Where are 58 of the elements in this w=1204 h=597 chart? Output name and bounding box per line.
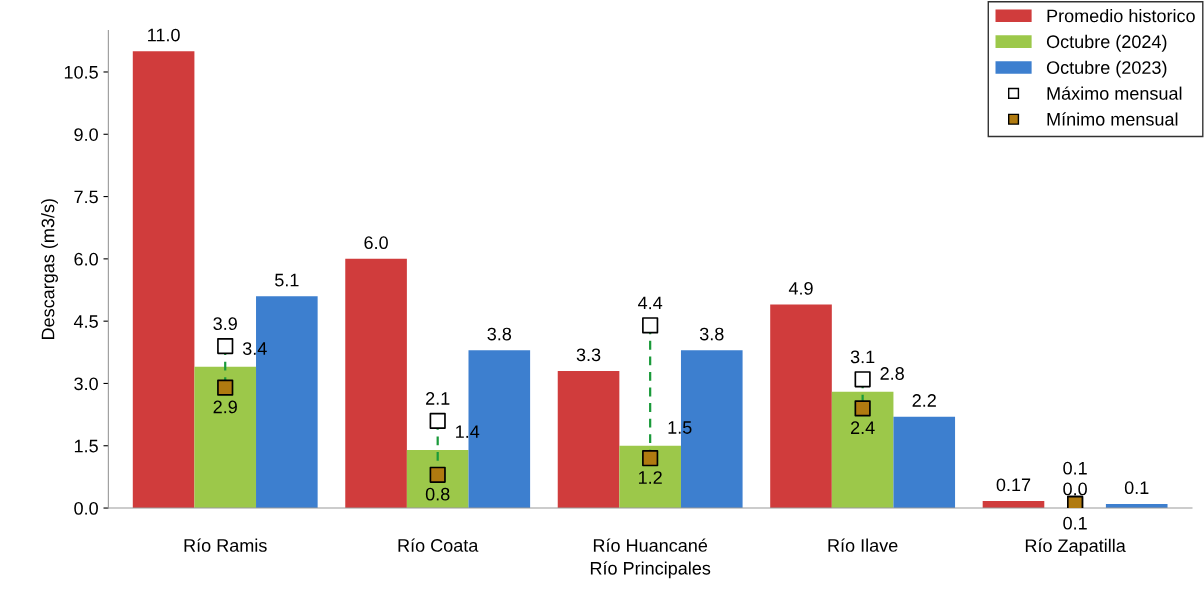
y-tick-label: 0.0 (74, 501, 98, 515)
data-label: 4.4 (638, 296, 663, 310)
bar (557, 371, 620, 509)
data-label: 0.1 (1063, 516, 1087, 530)
y-tick-label: 9.0 (74, 128, 98, 141)
point (642, 450, 659, 467)
bar (619, 445, 681, 509)
data-label: 0.1 (1063, 461, 1087, 475)
bar (132, 51, 195, 509)
data-label: 1.2 (638, 471, 662, 484)
bar (770, 304, 832, 509)
data-label: 3.9 (213, 317, 237, 331)
x-tick-label: Río Coata (398, 538, 479, 552)
y-tick-label: 4.5 (73, 315, 98, 328)
legend-label: Promedio historico (1047, 9, 1195, 23)
x-tick-label: Río Zapatilla (1025, 538, 1126, 556)
point (854, 400, 871, 417)
x-tick-label: Río Ramis (184, 538, 267, 552)
y-tick-label: 10.5 (64, 65, 98, 79)
data-label: 0.17 (996, 478, 1031, 492)
point (642, 317, 659, 334)
legend-label: Máximo mensual (1047, 86, 1182, 100)
data-label: 2.8 (880, 367, 904, 380)
point (854, 371, 871, 388)
y-axis-title: Descargas (m3/s) (41, 199, 58, 339)
point (217, 337, 234, 355)
data-label: 0.8 (425, 487, 450, 501)
data-label: 4.9 (788, 281, 813, 295)
x-tick-label: Río Huancané (593, 538, 708, 552)
data-label: 6.0 (364, 236, 388, 250)
legend-label: Octubre (2024) (1046, 34, 1167, 52)
data-label: 3.1 (850, 350, 875, 364)
data-label: 11.0 (148, 28, 180, 42)
x-axis-title: Río Principales (590, 561, 711, 579)
legend-label: Octubre (2023) (1046, 60, 1167, 78)
data-label: 3.8 (699, 327, 724, 341)
data-label: 2.4 (850, 421, 875, 434)
bar (194, 366, 257, 509)
data-label: 3.8 (487, 327, 512, 341)
data-label: 0.1 (1124, 481, 1149, 495)
y-tick-label: 6.0 (74, 252, 98, 266)
y-tick-label: 7.5 (74, 190, 98, 204)
point (429, 412, 446, 429)
data-label: 2.9 (213, 400, 237, 414)
bar (831, 391, 894, 509)
bar (406, 449, 469, 509)
legend-label: Mínimo mensual (1047, 112, 1178, 126)
point (217, 379, 234, 396)
data-label: 3.3 (576, 348, 601, 362)
data-label: 5.1 (275, 273, 299, 287)
y-tick-label: 1.5 (74, 439, 98, 453)
data-label: 2.2 (912, 394, 936, 407)
bar (893, 416, 956, 509)
x-tick-label: Río Ilave (828, 538, 898, 552)
data-label: 0.0 (1063, 482, 1087, 496)
bar (345, 258, 407, 509)
data-label: 2.1 (426, 392, 450, 405)
y-tick-label: 3.0 (74, 377, 98, 391)
